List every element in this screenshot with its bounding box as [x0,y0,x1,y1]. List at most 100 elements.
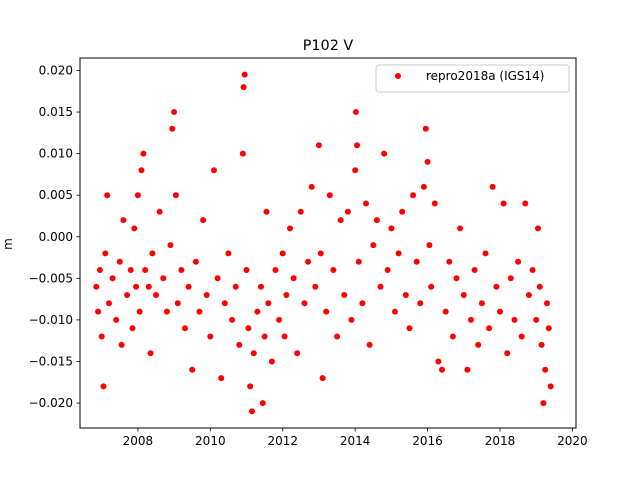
data-point [249,408,255,415]
data-point [515,258,522,265]
data-point [486,325,493,332]
data-point [245,325,252,332]
data-point [136,308,143,315]
x-tick-label: 2008 [123,434,154,448]
data-point [163,308,170,315]
data-point [493,283,500,290]
data-point [399,208,406,215]
data-point [196,308,203,315]
data-point [453,275,460,282]
data-point [439,366,445,373]
y-tick-label: −0.020 [29,396,73,410]
data-point [422,125,429,132]
data-point [283,292,290,298]
data-point [218,375,225,382]
data-point [200,217,207,224]
data-point [100,383,107,390]
x-tick-label: 2018 [485,434,516,448]
data-point [239,150,246,157]
data-point [428,283,435,290]
data-point [279,250,286,257]
data-point [377,283,384,290]
data-point [185,283,192,290]
data-point [317,250,324,257]
data-point [406,325,413,332]
data-point [417,300,424,307]
data-point [457,225,464,232]
data-point [497,308,503,315]
data-point [500,200,507,207]
y-tick-label: 0.010 [39,147,73,161]
data-point [392,308,398,315]
data-point [116,258,123,265]
axis-ticks: 2008 2010 2012 2014 2016 2018 2020 −0.020 −0.015… [29,63,588,448]
data-point [352,109,359,115]
data-point [258,283,264,290]
x-tick-label: 2014 [340,434,371,448]
data-point [167,242,174,249]
data-point [225,250,232,257]
data-point [535,225,541,232]
data-point [93,283,100,290]
y-tick-label: −0.005 [29,271,73,285]
data-point [542,366,549,373]
data-point [156,208,163,215]
data-point [478,300,485,307]
data-point [178,267,185,273]
data-point [211,167,217,174]
data-point [124,292,131,298]
data-point [337,217,344,224]
data-point [442,308,449,315]
data-point [323,308,330,315]
data-point [104,192,111,199]
data-point [268,358,275,365]
data-point [131,225,138,232]
data-point [95,308,102,315]
data-point [241,71,248,78]
plot-area [79,57,577,429]
data-point [265,300,272,307]
legend-box [375,64,570,93]
data-point [240,84,247,91]
data-point [538,341,545,348]
plot-frame [79,57,577,429]
data-point [522,200,529,207]
data-point [424,158,431,165]
legend-marker [395,73,401,79]
data-point [326,192,333,199]
data-point [182,325,188,332]
data-point [120,217,127,224]
data-point [113,316,120,323]
data-point [106,300,112,307]
data-point [471,267,478,273]
data-point [334,333,341,340]
data-point [147,350,154,357]
data-point [352,167,359,174]
data-point [446,258,453,265]
data-point [169,125,176,132]
data-point [134,192,141,199]
data-point [254,308,261,315]
data-points [93,71,554,415]
data-point [413,258,420,265]
data-point [533,316,540,323]
data-point [344,208,351,215]
data-point [98,333,105,340]
data-point [290,275,297,282]
data-point [102,250,109,257]
data-point [468,316,474,323]
data-point [203,292,210,298]
data-point [315,142,322,149]
data-point [388,225,395,232]
data-point [236,341,243,348]
data-point [207,333,214,340]
x-tick-label: 2016 [412,434,443,448]
y-tick-label: 0.000 [39,230,73,244]
data-point [272,267,279,273]
data-point [449,333,456,340]
data-point [373,217,380,224]
data-point [294,350,301,357]
data-point [127,267,134,273]
data-point [133,283,140,290]
data-point [384,267,391,273]
